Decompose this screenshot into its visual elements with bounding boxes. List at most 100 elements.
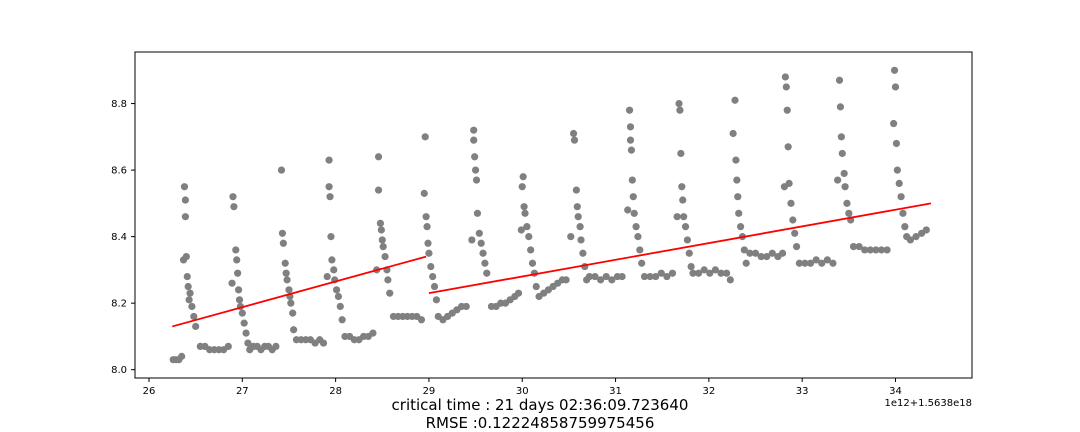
data-point xyxy=(470,136,478,144)
data-point xyxy=(332,286,341,294)
data-point xyxy=(472,176,481,184)
data-point xyxy=(740,246,748,254)
data-point xyxy=(224,342,232,350)
data-point xyxy=(922,226,930,234)
data-point xyxy=(325,156,333,164)
data-point xyxy=(891,83,900,91)
data-point xyxy=(272,342,280,350)
data-point xyxy=(849,243,858,251)
y-axis-ticks: 8.0 8.2 8.4 8.6 8.8 xyxy=(111,99,135,376)
data-point xyxy=(683,236,692,244)
data-point xyxy=(784,143,792,151)
data-point xyxy=(841,183,849,191)
data-point xyxy=(735,209,743,217)
data-point xyxy=(634,233,642,241)
data-point xyxy=(731,96,739,104)
data-point xyxy=(689,269,697,277)
data-point xyxy=(624,206,632,214)
data-point xyxy=(781,73,789,81)
data-point xyxy=(629,193,637,201)
data-point xyxy=(638,259,646,267)
y-tick-label: 8.6 xyxy=(111,166,127,177)
data-point xyxy=(377,226,385,234)
data-point xyxy=(181,196,189,204)
data-point xyxy=(625,106,634,114)
data-point xyxy=(694,269,703,277)
data-point xyxy=(843,199,851,207)
data-point xyxy=(574,213,582,221)
data-point xyxy=(477,239,485,247)
data-point xyxy=(700,266,708,274)
data-point xyxy=(527,246,535,254)
data-point xyxy=(837,133,845,141)
data-point xyxy=(381,252,389,261)
data-point xyxy=(726,276,734,284)
data-point xyxy=(325,183,333,191)
caption-rmse: RMSE :0.12224858759975456 xyxy=(425,414,655,432)
data-point xyxy=(230,203,238,211)
x-offset-text: 1e12+1.5638e18 xyxy=(885,398,973,409)
data-point xyxy=(421,133,429,141)
data-point xyxy=(618,272,626,281)
data-point xyxy=(895,179,903,187)
data-point xyxy=(806,259,815,267)
x-tick-label: 32 xyxy=(702,386,715,397)
data-point xyxy=(626,136,635,144)
data-point xyxy=(374,186,383,194)
data-point xyxy=(778,249,787,257)
data-point xyxy=(281,259,289,267)
data-point xyxy=(338,316,346,324)
data-point xyxy=(576,223,584,231)
data-point xyxy=(663,272,671,281)
data-point xyxy=(519,173,527,181)
data-point xyxy=(570,136,579,144)
x-tick-label: 31 xyxy=(609,386,622,397)
data-point xyxy=(470,126,478,134)
data-point xyxy=(233,256,241,264)
data-point xyxy=(234,286,243,294)
data-point xyxy=(836,103,845,111)
data-point xyxy=(906,236,915,244)
scatter-points xyxy=(169,66,930,364)
data-point xyxy=(473,209,482,217)
data-point xyxy=(912,233,920,241)
data-point xyxy=(733,176,741,184)
data-point xyxy=(768,249,776,257)
data-point xyxy=(330,266,338,274)
data-point xyxy=(677,149,685,158)
data-point xyxy=(736,223,745,231)
data-point xyxy=(706,269,714,277)
data-point xyxy=(640,272,649,281)
data-point xyxy=(462,302,470,311)
data-point xyxy=(289,309,297,317)
plot-frame xyxy=(134,51,973,379)
data-point xyxy=(183,272,191,281)
data-point xyxy=(783,106,791,114)
data-point xyxy=(632,223,640,231)
data-point xyxy=(285,286,293,294)
data-point xyxy=(801,259,809,267)
data-point xyxy=(279,239,287,247)
data-point xyxy=(192,322,200,331)
plot-background xyxy=(135,52,972,378)
data-point xyxy=(319,339,328,347)
data-point xyxy=(178,352,186,360)
data-point xyxy=(328,256,336,264)
data-point xyxy=(630,209,638,217)
data-point xyxy=(676,106,684,114)
data-point xyxy=(468,236,476,244)
data-point xyxy=(420,189,428,197)
data-point xyxy=(782,83,790,91)
data-point xyxy=(238,309,246,317)
data-point xyxy=(567,233,575,241)
data-point xyxy=(608,276,616,284)
data-point xyxy=(422,213,430,221)
data-point xyxy=(626,123,635,131)
data-point xyxy=(722,269,731,277)
data-point xyxy=(823,256,831,264)
data-point xyxy=(901,223,909,231)
data-point xyxy=(190,312,198,321)
data-point xyxy=(517,226,525,234)
data-point xyxy=(514,289,523,297)
data-point xyxy=(763,252,771,261)
